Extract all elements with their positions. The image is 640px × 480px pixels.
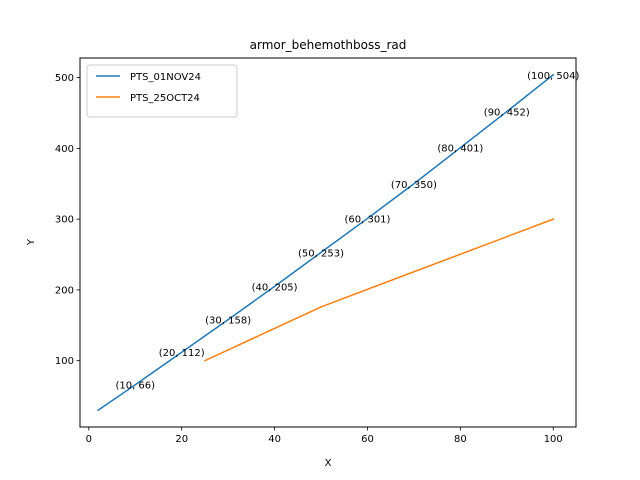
y-axis: 100 200 300 400 500 <box>55 73 80 367</box>
legend: PTS_01NOV24 PTS_25OCT24 <box>86 64 238 118</box>
data-label: (90, 452) <box>484 108 530 119</box>
data-label: (40, 205) <box>252 282 298 293</box>
y-axis-label: Y <box>26 238 37 246</box>
data-label: (100, 504) <box>527 71 579 82</box>
data-label: (10, 66) <box>115 381 155 392</box>
chart-title: armor_behemothboss_rad <box>250 38 407 52</box>
legend-label: PTS_25OCT24 <box>130 93 200 104</box>
data-label: (50, 253) <box>298 248 344 259</box>
legend-label: PTS_01NOV24 <box>130 72 201 83</box>
x-tick-label: 40 <box>268 434 281 445</box>
y-tick-label: 400 <box>55 144 74 155</box>
y-tick-label: 300 <box>55 215 74 226</box>
plot-area <box>97 73 555 412</box>
x-tick-label: 0 <box>86 434 92 445</box>
plot-frame <box>79 57 577 428</box>
x-tick-label: 20 <box>175 434 188 445</box>
x-axis: 0 20 40 60 80 100 <box>86 427 563 445</box>
x-tick-label: 80 <box>454 434 467 445</box>
legend-box <box>86 64 238 118</box>
series-line-1 <box>97 73 555 412</box>
series-line-2 <box>203 218 555 362</box>
y-tick-label: 500 <box>55 73 74 84</box>
y-tick-label: 100 <box>55 356 74 367</box>
x-tick-label: 100 <box>544 434 563 445</box>
x-tick-label: 60 <box>361 434 374 445</box>
data-label: (70, 350) <box>391 180 437 191</box>
data-label: (20, 112) <box>159 348 205 359</box>
y-tick-label: 200 <box>55 285 74 296</box>
x-axis-label: X <box>325 458 332 469</box>
data-label: (80, 401) <box>437 144 483 155</box>
data-label: (60, 301) <box>344 214 390 225</box>
point-annotations: (10, 66) (20, 112) (30, 158) (40, 205) (50, … <box>115 71 579 392</box>
data-label: (30, 158) <box>205 316 251 327</box>
